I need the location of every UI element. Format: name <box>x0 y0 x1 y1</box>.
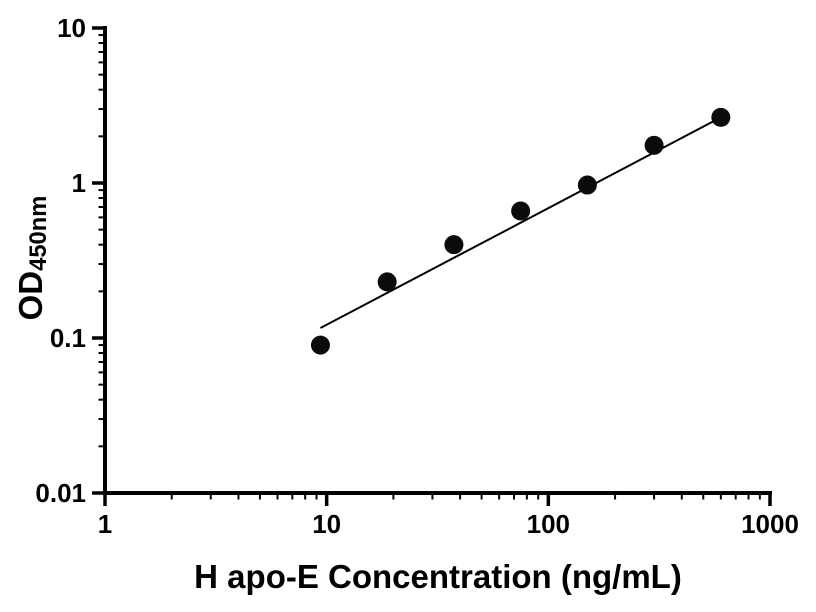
data-point <box>511 201 531 221</box>
data-point <box>377 272 397 292</box>
x-tick-label: 10 <box>312 509 341 539</box>
x-tick-label: 1000 <box>741 509 799 539</box>
y-tick-label: 1 <box>72 168 86 198</box>
data-point <box>444 235 464 255</box>
y-tick-label: 10 <box>57 13 86 43</box>
x-axis-title: H apo-E Concentration (ng/mL) <box>194 558 682 595</box>
x-tick-label: 100 <box>527 509 570 539</box>
y-tick-label: 0.1 <box>50 323 86 353</box>
x-tick-label: 1 <box>98 509 112 539</box>
y-tick-label: 0.01 <box>35 478 86 508</box>
y-axis-title-main: OD <box>12 270 49 321</box>
y-axis-title-sub: 450nm <box>25 195 53 271</box>
data-point <box>577 175 597 195</box>
data-point <box>711 107 731 127</box>
data-point <box>310 335 330 355</box>
y-axis-title: OD450nm <box>12 195 53 321</box>
data-point <box>644 135 664 155</box>
